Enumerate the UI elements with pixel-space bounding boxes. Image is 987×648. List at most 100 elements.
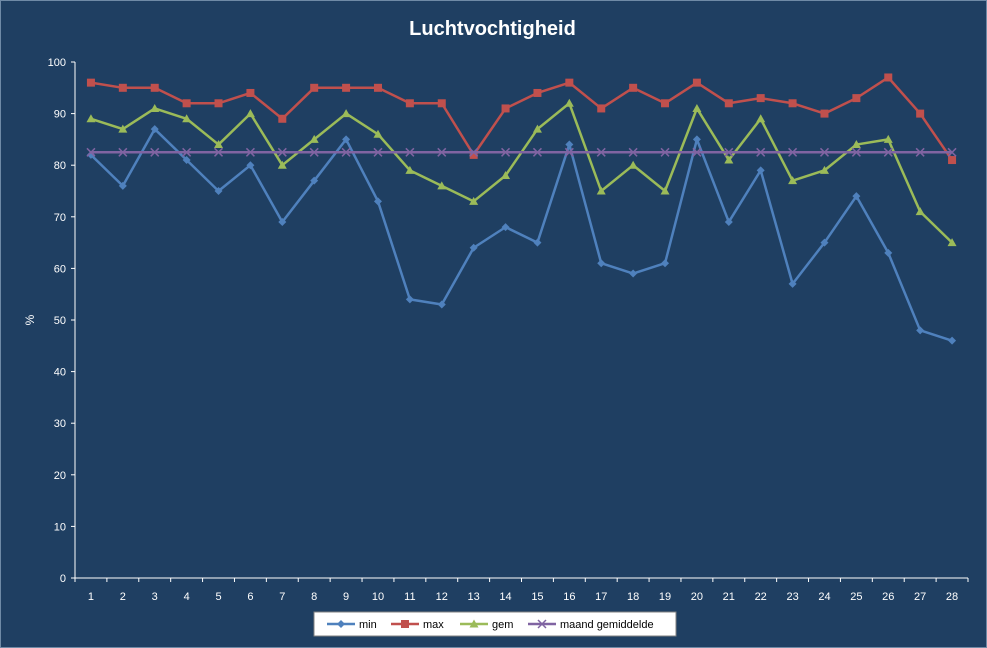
series-1 bbox=[86, 73, 957, 165]
legend: min max gem maand gemiddelde bbox=[313, 611, 677, 637]
series-2-point bbox=[692, 103, 702, 112]
series-0-point bbox=[246, 161, 255, 170]
series-2-point bbox=[86, 114, 96, 123]
series-2-point bbox=[851, 140, 861, 149]
y-tick-label: 30 bbox=[54, 418, 66, 430]
series-0-point bbox=[692, 135, 701, 144]
x-tick-label: 10 bbox=[372, 591, 384, 603]
series-layer bbox=[86, 73, 957, 345]
series-2-point bbox=[564, 98, 574, 107]
series-1-point bbox=[629, 83, 638, 92]
series-0-point bbox=[948, 336, 957, 345]
series-3-point bbox=[182, 147, 192, 157]
x-tick-label: 9 bbox=[343, 591, 349, 603]
x-tick-label: 25 bbox=[850, 591, 862, 603]
series-1-point bbox=[278, 114, 287, 123]
series-1-point bbox=[86, 78, 95, 87]
series-1-point bbox=[150, 83, 159, 92]
series-1-line bbox=[90, 76, 954, 161]
x-tick-label: 2 bbox=[120, 591, 126, 603]
series-3-point bbox=[501, 147, 511, 157]
series-0-point bbox=[337, 620, 345, 628]
series-2-point bbox=[437, 181, 447, 190]
series-2-point bbox=[277, 160, 287, 169]
series-1-point bbox=[469, 150, 478, 159]
series-0 bbox=[86, 125, 957, 345]
series-3-point bbox=[118, 147, 128, 157]
x-tick-label: 13 bbox=[468, 591, 480, 603]
series-3-point bbox=[819, 147, 830, 157]
x-tick-label: 28 bbox=[946, 591, 958, 603]
x-tick-label: 6 bbox=[247, 591, 253, 603]
series-3-point bbox=[341, 147, 351, 157]
x-tick-label: 14 bbox=[499, 591, 511, 603]
series-0-point bbox=[278, 217, 287, 226]
series-3-point bbox=[915, 147, 925, 157]
series-0-point bbox=[565, 140, 574, 149]
series-0-point bbox=[756, 166, 765, 175]
x-tick-label: 21 bbox=[723, 591, 735, 603]
y-axis-label: % bbox=[23, 314, 37, 325]
series-2-point bbox=[469, 619, 479, 628]
legend-label-0: min bbox=[359, 619, 377, 631]
series-3-point bbox=[724, 147, 734, 157]
series-1-point bbox=[533, 88, 542, 97]
y-tick-label: 70 bbox=[54, 212, 66, 224]
series-0-point bbox=[820, 238, 829, 247]
series-1-point bbox=[182, 99, 191, 108]
y-tick-label: 100 bbox=[48, 57, 66, 69]
series-3-point bbox=[437, 147, 447, 157]
x-tick-label: 15 bbox=[531, 591, 543, 603]
series-0-point bbox=[852, 192, 861, 201]
series-0-point bbox=[437, 300, 446, 309]
series-3-point bbox=[405, 147, 415, 157]
series-0-point bbox=[916, 326, 925, 335]
series-3-point bbox=[277, 147, 287, 157]
legend-label-3: maand gemiddelde bbox=[560, 619, 654, 631]
series-1-point bbox=[405, 99, 414, 108]
series-2-point bbox=[245, 109, 255, 118]
x-tick-label: 27 bbox=[914, 591, 926, 603]
series-0-point bbox=[501, 223, 510, 232]
x-tick-label: 19 bbox=[659, 591, 671, 603]
series-0-point bbox=[629, 269, 638, 278]
series-1-point bbox=[437, 99, 446, 108]
series-1-point bbox=[373, 83, 382, 92]
series-2-point bbox=[819, 165, 829, 174]
series-3-point bbox=[150, 147, 160, 157]
x-tick-label: 20 bbox=[691, 591, 703, 603]
series-1-point bbox=[692, 78, 701, 87]
series-0-point bbox=[469, 243, 478, 252]
series-1-point bbox=[597, 104, 606, 113]
series-3-point bbox=[947, 147, 957, 157]
x-tick-label: 7 bbox=[279, 591, 285, 603]
series-1-point bbox=[948, 156, 957, 165]
series-0-point bbox=[661, 259, 670, 268]
series-3-point bbox=[469, 147, 479, 157]
series-2-point bbox=[469, 196, 479, 205]
y-tick-label: 20 bbox=[54, 470, 66, 482]
x-tick-label: 24 bbox=[818, 591, 830, 603]
series-2-point bbox=[532, 124, 542, 133]
series-2-point bbox=[947, 238, 957, 247]
series-3-point bbox=[373, 147, 383, 157]
x-tick-label: 1 bbox=[88, 591, 94, 603]
series-0-point bbox=[342, 135, 351, 144]
series-1-point bbox=[310, 83, 319, 92]
series-1-point bbox=[756, 94, 765, 103]
series-3-point bbox=[756, 147, 766, 157]
y-tick-label: 10 bbox=[54, 521, 66, 533]
series-3 bbox=[86, 147, 957, 157]
series-0-point bbox=[373, 197, 382, 206]
x-tick-label: 4 bbox=[184, 591, 190, 603]
x-tick-label: 22 bbox=[755, 591, 767, 603]
series-0-point bbox=[724, 217, 733, 226]
x-tick-label: 3 bbox=[152, 591, 158, 603]
y-tick-label: 80 bbox=[54, 160, 66, 172]
x-tick-label: 5 bbox=[215, 591, 221, 603]
legend-label-1: max bbox=[423, 619, 444, 631]
series-2-point bbox=[405, 165, 415, 174]
series-3-point bbox=[883, 147, 893, 157]
series-2 bbox=[86, 98, 957, 247]
